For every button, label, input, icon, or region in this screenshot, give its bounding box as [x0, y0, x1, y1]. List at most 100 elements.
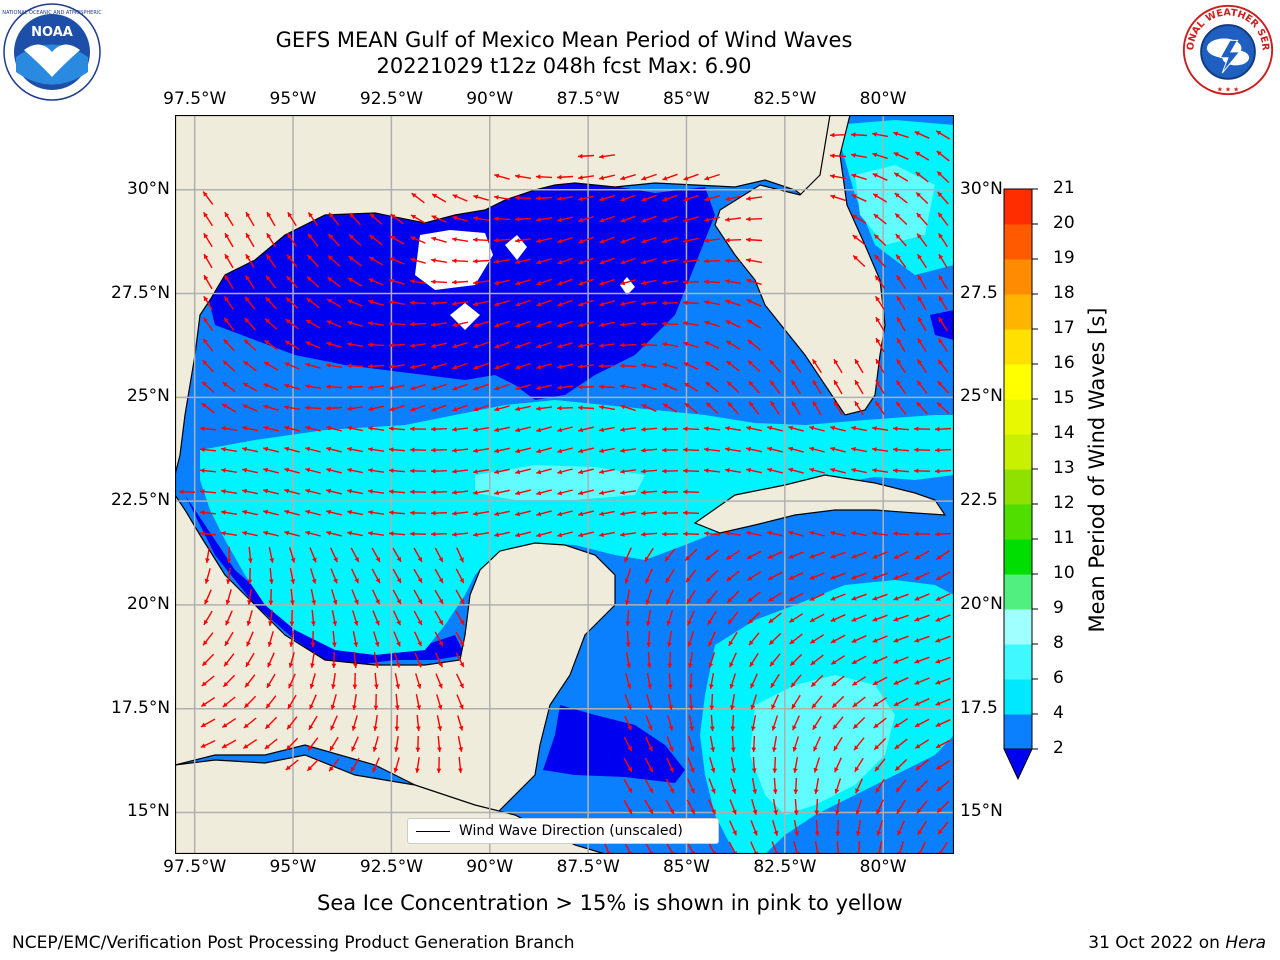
- wind-arrow-head: [393, 767, 399, 773]
- wind-arrow-head: [688, 705, 694, 710]
- wind-arrow-head: [374, 641, 380, 647]
- wind-arrow-head: [389, 426, 394, 431]
- colorbar-tick-label: 19: [1053, 248, 1075, 268]
- wind-arrow-head: [536, 511, 542, 517]
- lon-tick-label-top: 97.5°W: [163, 89, 227, 109]
- wind-arrow-head: [662, 362, 668, 368]
- wind-arrow-head: [851, 554, 857, 559]
- wind-arrow-head: [309, 683, 315, 689]
- wind-arrow-head: [452, 490, 457, 495]
- wind-arrow-head: [665, 577, 671, 583]
- wind-arrow-head: [494, 427, 499, 433]
- wind-arrow-head: [578, 175, 583, 180]
- wind-arrow-head: [851, 132, 856, 138]
- wind-arrow-head: [750, 683, 755, 689]
- wind-arrow-head: [856, 831, 861, 836]
- wind-arrow-head: [263, 446, 269, 452]
- wind-arrow-head: [620, 218, 626, 223]
- wind-arrow-head: [266, 275, 271, 281]
- wind-arrow-head: [305, 341, 311, 346]
- wind-arrow-head: [269, 579, 274, 584]
- wind-arrow-head: [305, 509, 311, 515]
- wind-arrow-head: [310, 663, 315, 668]
- wind-arrow-head: [557, 385, 562, 390]
- wind-arrow-shaft: [836, 840, 840, 854]
- wind-arrow-head: [851, 617, 857, 622]
- wind-arrow-head: [708, 641, 713, 647]
- wind-arrow-head: [410, 385, 416, 391]
- lon-tick-label-top: 87.5°W: [556, 89, 620, 109]
- wind-arrow-head: [578, 511, 584, 517]
- wind-arrow-head: [647, 704, 653, 710]
- wind-arrow-head: [347, 384, 352, 390]
- colorbar-tick-label: 8: [1053, 633, 1064, 653]
- wind-arrow-head: [915, 765, 921, 770]
- lon-tick-label-bottom: 85°W: [662, 857, 710, 877]
- wind-arrow-head: [851, 153, 856, 158]
- wind-arrow-head: [515, 174, 520, 179]
- wind-arrow-head: [578, 384, 583, 390]
- wind-arrow-head: [935, 638, 941, 643]
- wind-arrow-head: [794, 831, 799, 836]
- wind-arrow-head: [284, 425, 290, 431]
- wind-arrow-head: [749, 661, 755, 667]
- wind-arrow-head: [683, 510, 688, 516]
- lon-tick-label-top: 80°W: [859, 89, 907, 109]
- wind-arrow-head: [557, 448, 563, 454]
- wind-arrow-head: [917, 359, 922, 365]
- wind-arrow-head: [852, 235, 858, 240]
- wind-arrow-head: [226, 579, 231, 584]
- wind-arrow-head: [771, 704, 776, 710]
- wind-arrow-head: [770, 380, 775, 386]
- wind-arrow-head: [264, 362, 270, 367]
- wind-arrow-head: [389, 300, 394, 305]
- wind-arrow-head: [916, 213, 922, 218]
- wind-arrow-head: [599, 154, 604, 159]
- wind-arrow-head: [772, 789, 778, 794]
- wind-arrow-head: [306, 298, 312, 303]
- wind-arrow-head: [662, 383, 668, 388]
- wind-arrow-head: [374, 684, 379, 689]
- wind-arrow-head: [452, 386, 458, 391]
- wind-arrow-head: [494, 322, 500, 328]
- wind-arrow-head: [599, 217, 605, 223]
- wind-arrow-head: [914, 131, 920, 136]
- wind-arrow-head: [834, 401, 839, 407]
- wind-arrow-head: [373, 705, 379, 710]
- wind-arrow-head: [854, 401, 860, 407]
- wind-arrow-head: [706, 576, 712, 582]
- wind-arrow-head: [627, 787, 632, 793]
- wind-arrow-head: [662, 300, 667, 306]
- wind-arrow-head: [709, 684, 714, 689]
- wind-arrow-head: [729, 683, 735, 689]
- wind-arrow-head: [812, 724, 818, 730]
- wind-arrow-head: [773, 810, 778, 815]
- wind-arrow-head: [411, 193, 417, 198]
- wind-arrow-head: [410, 279, 415, 284]
- wind-arrow-head: [641, 175, 647, 181]
- wind-arrow-head: [389, 510, 394, 515]
- wind-arrow-head: [687, 620, 692, 626]
- wind-arrow-head: [809, 467, 815, 473]
- lat-tick-label-left: 17.5°N: [111, 697, 171, 718]
- wind-arrow-head: [896, 380, 901, 386]
- wind-arrow-head: [242, 509, 247, 515]
- wind-arrow-head: [332, 642, 337, 647]
- wind-arrow-head: [833, 745, 839, 751]
- wind-arrow-head: [473, 427, 478, 432]
- wind-arrow-head: [645, 599, 651, 605]
- wind-arrow-head: [221, 426, 226, 431]
- wind-arrow-head: [746, 554, 752, 559]
- wind-arrow-head: [641, 363, 646, 368]
- colorbar-segment: [1004, 609, 1032, 645]
- wind-arrow-head: [372, 746, 378, 752]
- wind-arrow-head: [515, 195, 520, 201]
- wind-arrow-head: [789, 617, 795, 623]
- wind-arrow-head: [831, 659, 837, 665]
- wind-arrow-head: [411, 215, 417, 220]
- wind-arrow-head: [515, 323, 521, 328]
- wind-arrow-head: [725, 447, 730, 452]
- wind-arrow-head: [326, 320, 332, 325]
- wind-arrow-head: [269, 558, 275, 563]
- wind-arrow-head: [937, 807, 943, 813]
